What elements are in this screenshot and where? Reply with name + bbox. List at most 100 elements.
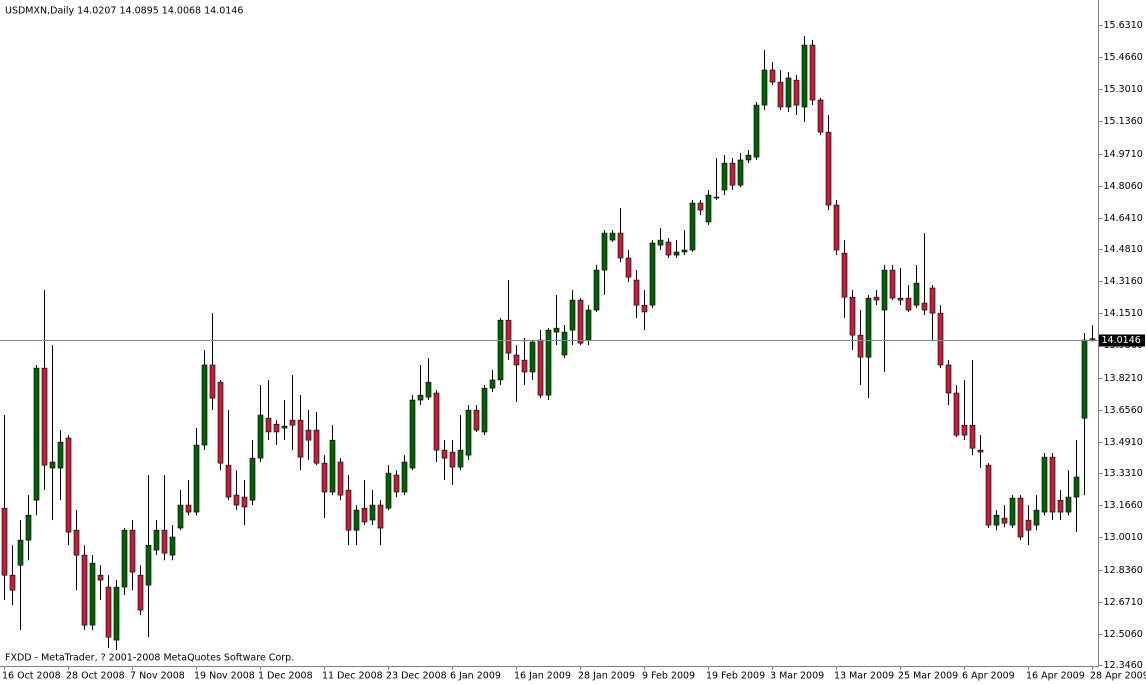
- x-tick-label: 11 Dec 2008: [322, 671, 383, 682]
- y-tick-label: 12.8360: [1104, 565, 1143, 576]
- candle-body: [945, 364, 952, 394]
- candle-body: [921, 302, 928, 311]
- x-tick-label: 19 Nov 2008: [194, 671, 255, 682]
- candle-body: [897, 297, 904, 301]
- chart-title: USDMXN,Daily 14.0207 14.0895 14.0068 14.…: [5, 6, 243, 17]
- candle-body: [393, 474, 400, 493]
- y-tick-label: 13.8210: [1104, 373, 1143, 384]
- y-tick-label: 14.9710: [1104, 149, 1143, 160]
- candle-body: [641, 304, 648, 313]
- candle-body: [81, 554, 88, 626]
- candle-body: [193, 444, 200, 513]
- candle-body: [809, 44, 816, 101]
- candle-body: [585, 309, 592, 341]
- candle-body: [185, 504, 192, 513]
- x-tick-label: 28 Oct 2008: [66, 671, 125, 682]
- candle-body: [689, 202, 696, 251]
- candle-body: [169, 536, 176, 556]
- x-tick-label: 19 Feb 2009: [706, 671, 765, 682]
- y-tick-label: 14.4810: [1104, 244, 1143, 255]
- x-tick-label: 16 Apr 2009: [1026, 671, 1085, 682]
- candle-body: [793, 79, 800, 106]
- candle-body: [985, 464, 992, 526]
- candle-body: [305, 429, 312, 441]
- candle-body: [17, 539, 24, 566]
- candle-body: [9, 574, 16, 591]
- candle-body: [553, 327, 560, 333]
- candle-body: [617, 232, 624, 259]
- candle-body: [937, 312, 944, 366]
- candle-body: [321, 462, 328, 493]
- candle-body: [57, 441, 64, 469]
- x-tick-label: 16 Jan 2009: [514, 671, 571, 682]
- y-tick-label: 14.8060: [1104, 181, 1143, 192]
- candle-body: [881, 269, 888, 311]
- y-tick-label: 12.5060: [1104, 629, 1143, 640]
- y-tick-label: 13.0010: [1104, 532, 1143, 543]
- candle-body: [385, 472, 392, 509]
- footer-text: FXDD - MetaTrader, ? 2001-2008 MetaQuote…: [5, 653, 294, 664]
- candle-body: [673, 251, 680, 256]
- x-tick-label: 25 Mar 2009: [898, 671, 958, 682]
- x-tick-label: 28 Apr 2009: [1090, 671, 1146, 682]
- x-tick-label: 7 Nov 2008: [130, 671, 185, 682]
- candle-body: [865, 297, 872, 358]
- candle-body: [225, 464, 232, 498]
- candle-body: [1009, 497, 1016, 526]
- candle-body: [705, 194, 712, 223]
- candle-body: [681, 249, 688, 253]
- candle-body: [337, 461, 344, 496]
- candle-body: [473, 409, 480, 431]
- candle-body: [889, 269, 896, 299]
- candle-body: [777, 81, 784, 108]
- candle-body: [433, 392, 440, 451]
- x-tick-label: 23 Dec 2008: [386, 671, 447, 682]
- candle-body: [153, 529, 160, 551]
- candle-body: [601, 232, 608, 271]
- candle-body: [457, 449, 464, 468]
- candle-body: [201, 364, 208, 446]
- candle-body: [521, 359, 528, 373]
- candle-body: [513, 354, 520, 366]
- x-tick-label: 1 Dec 2008: [258, 671, 313, 682]
- candle-body: [73, 529, 80, 556]
- candle-body: [929, 287, 936, 314]
- candle-body: [801, 44, 808, 108]
- candle-body: [489, 379, 496, 389]
- y-tick-label: 13.1660: [1104, 500, 1143, 511]
- candle-body: [849, 296, 856, 336]
- candle-body: [25, 514, 32, 541]
- candle-body: [729, 162, 736, 186]
- candle-body: [505, 319, 512, 354]
- candle-body: [217, 381, 224, 464]
- candle-body: [97, 574, 104, 581]
- candle-body: [657, 239, 664, 246]
- candle-body: [1057, 499, 1064, 513]
- candle-body: [833, 204, 840, 251]
- x-tick-label: 6 Jan 2009: [450, 671, 501, 682]
- x-tick-label: 9 Feb 2009: [642, 671, 695, 682]
- candle-body: [857, 334, 864, 358]
- y-tick-label: 15.4660: [1104, 52, 1143, 63]
- y-tick-label: 13.6560: [1104, 405, 1143, 416]
- candle-body: [281, 425, 288, 429]
- candle-body: [89, 562, 96, 626]
- candle-body: [961, 424, 968, 436]
- candle-body: [1049, 456, 1056, 513]
- candle-body: [825, 131, 832, 206]
- x-tick-label: 28 Jan 2009: [578, 671, 635, 682]
- candle-body: [129, 529, 136, 573]
- candle-body: [1, 507, 8, 576]
- candle-body: [1065, 496, 1072, 513]
- candle-body: [905, 297, 912, 311]
- candle-body: [993, 514, 1000, 526]
- candle-body: [593, 269, 600, 311]
- candle-body: [105, 586, 112, 638]
- candle-body: [465, 409, 472, 456]
- candle-body: [417, 394, 424, 401]
- candle-body: [577, 299, 584, 344]
- candle-body: [1081, 339, 1088, 419]
- candle-body: [977, 449, 984, 453]
- x-tick-label: 6 Apr 2009: [962, 671, 1015, 682]
- y-tick-label: 14.1510: [1104, 308, 1143, 319]
